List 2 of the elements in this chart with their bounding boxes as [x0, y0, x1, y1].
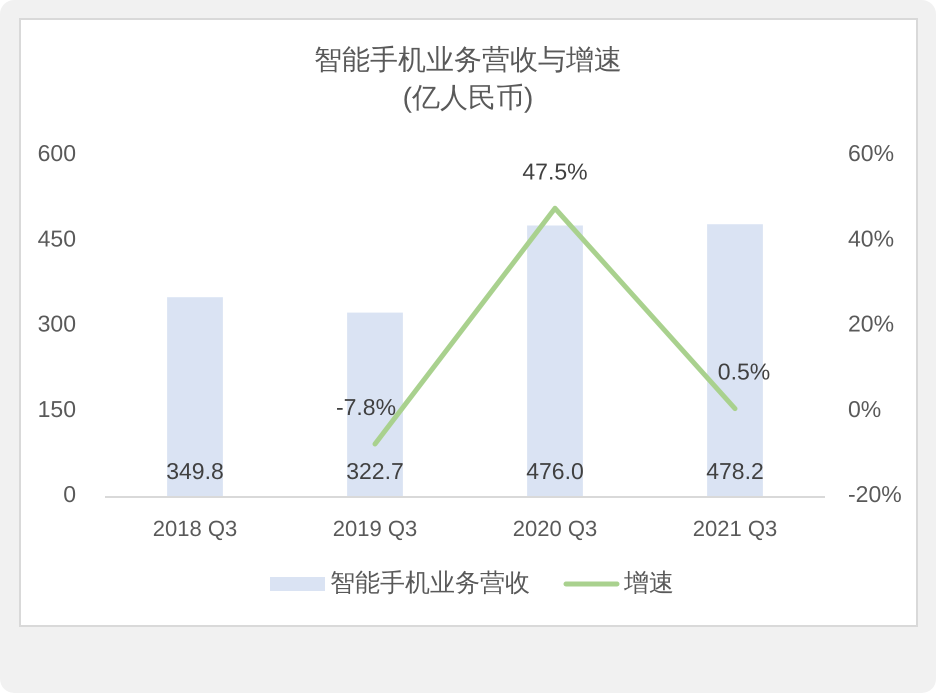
title: 智能手机业务营收与增速	[314, 44, 622, 76]
subtitle: (亿人民币)	[402, 82, 534, 114]
